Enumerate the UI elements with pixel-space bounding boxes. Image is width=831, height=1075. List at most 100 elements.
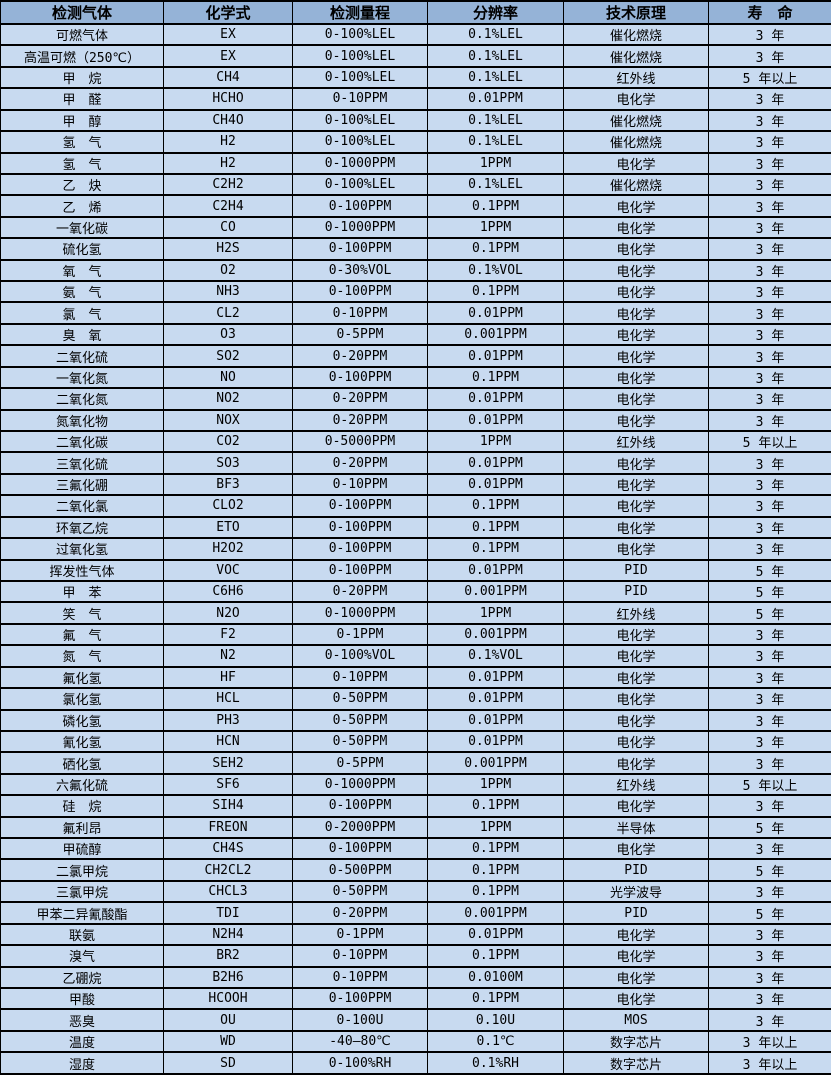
cell-lifespan: 3 年	[708, 87, 831, 111]
cell-resolution: 1PPM	[427, 772, 564, 797]
cell-range: 0-1000PPM	[292, 215, 428, 240]
cell-lifespan: 3 年	[708, 537, 831, 561]
cell-range: 0-100PPM	[292, 365, 428, 390]
cell-formula: CHCL3	[163, 879, 293, 904]
cell-lifespan: 3 年	[708, 687, 831, 711]
cell-principle: 电化学	[563, 280, 709, 304]
table-row: 联氨 N2H4 0-1PPM 0.01PPM 电化学 3 年	[0, 922, 831, 947]
table-row: 甲 苯 C6H6 0-20PPM 0.001PPM PID 5 年	[0, 579, 831, 604]
cell-lifespan: 3 年	[708, 280, 831, 304]
cell-lifespan: 3 年	[708, 665, 831, 690]
table-row: 甲 烷 CH4 0-100%LEL 0.1%LEL 红外线 5 年以上	[0, 65, 831, 90]
cell-principle: PID	[563, 901, 709, 925]
cell-resolution: 0.1PPM	[427, 794, 564, 818]
cell-gas: 氯化氢	[0, 687, 164, 711]
cell-formula: CH2CL2	[163, 858, 293, 882]
table-row: 乙 烯 C2H4 0-100PPM 0.1PPM 电化学 3 年	[0, 194, 831, 218]
cell-lifespan: 3 年	[708, 494, 831, 518]
cell-formula: H2	[163, 130, 293, 154]
cell-resolution: 0.1PPM	[427, 837, 564, 861]
cell-formula: ETO	[163, 515, 293, 540]
cell-gas: 磷化氢	[0, 708, 164, 732]
cell-principle: 电化学	[563, 687, 709, 711]
cell-resolution: 0.01PPM	[427, 708, 564, 732]
cell-gas: 甲苯二异氰酸酯	[0, 901, 164, 925]
cell-resolution: 0.01PPM	[427, 451, 564, 475]
cell-resolution: 0.1℃	[427, 1029, 564, 1054]
cell-formula: SD	[163, 1051, 293, 1075]
cell-gas: 氢 气	[0, 151, 164, 175]
cell-formula: PH3	[163, 708, 293, 732]
column-header-range: 检测量程	[292, 0, 428, 25]
cell-formula: N2H4	[163, 922, 293, 947]
cell-lifespan: 3 年	[708, 644, 831, 668]
cell-principle: 催化燃烧	[563, 130, 709, 154]
cell-resolution: 0.01PPM	[427, 729, 564, 754]
cell-principle: 催化燃烧	[563, 108, 709, 133]
cell-range: 0-10PPM	[292, 944, 428, 968]
cell-formula: FREON	[163, 815, 293, 840]
cell-range: 0-10PPM	[292, 472, 428, 497]
cell-range: 0-500PPM	[292, 858, 428, 882]
cell-lifespan: 5 年	[708, 901, 831, 925]
cell-principle: 电化学	[563, 537, 709, 561]
cell-lifespan: 3 年	[708, 472, 831, 497]
cell-formula: HCL	[163, 687, 293, 711]
cell-gas: 过氧化氢	[0, 537, 164, 561]
cell-resolution: 0.1%LEL	[427, 65, 564, 90]
cell-resolution: 0.0100M	[427, 965, 564, 990]
cell-range: 0-50PPM	[292, 729, 428, 754]
cell-formula: SEH2	[163, 751, 293, 775]
cell-principle: 电化学	[563, 944, 709, 968]
cell-gas: 甲 醇	[0, 108, 164, 133]
cell-formula: SIH4	[163, 794, 293, 818]
cell-lifespan: 3 年	[708, 986, 831, 1011]
cell-gas: 三氧化硫	[0, 451, 164, 475]
cell-formula: CL2	[163, 301, 293, 325]
cell-range: 0-20PPM	[292, 408, 428, 433]
cell-range: 0-50PPM	[292, 708, 428, 732]
cell-principle: 电化学	[563, 344, 709, 368]
cell-resolution: 0.001PPM	[427, 322, 564, 347]
cell-formula: SO2	[163, 344, 293, 368]
cell-gas: 联氨	[0, 922, 164, 947]
cell-gas: 温度	[0, 1029, 164, 1054]
table-row: 三氯甲烷 CHCL3 0-50PPM 0.1PPM 光学波导 3 年	[0, 879, 831, 904]
cell-principle: 红外线	[563, 429, 709, 454]
cell-lifespan: 3 年	[708, 194, 831, 218]
cell-principle: 电化学	[563, 194, 709, 218]
cell-formula: H2S	[163, 237, 293, 261]
cell-lifespan: 5 年	[708, 558, 831, 582]
table-row: 一氧化碳 CO 0-1000PPM 1PPM 电化学 3 年	[0, 215, 831, 240]
cell-gas: 氯 气	[0, 301, 164, 325]
cell-gas: 氢 气	[0, 130, 164, 154]
cell-formula: OU	[163, 1008, 293, 1032]
cell-range: 0-1000PPM	[292, 772, 428, 797]
cell-range: -40—80℃	[292, 1029, 428, 1054]
cell-formula: EX	[163, 22, 293, 47]
cell-lifespan: 3 年	[708, 879, 831, 904]
cell-lifespan: 5 年以上	[708, 65, 831, 90]
table-row: 六氟化硫 SF6 0-1000PPM 1PPM 红外线 5 年以上	[0, 772, 831, 797]
table-row: 氧 气 O2 0-30%VOL 0.1%VOL 电化学 3 年	[0, 258, 831, 283]
cell-principle: 数字芯片	[563, 1029, 709, 1054]
cell-principle: 电化学	[563, 515, 709, 540]
cell-formula: N2O	[163, 601, 293, 625]
cell-formula: C6H6	[163, 579, 293, 604]
cell-gas: 环氧乙烷	[0, 515, 164, 540]
cell-resolution: 0.1PPM	[427, 944, 564, 968]
cell-gas: 溴气	[0, 944, 164, 968]
table-row: 三氟化硼 BF3 0-10PPM 0.01PPM 电化学 3 年	[0, 472, 831, 497]
cell-range: 0-1PPM	[292, 922, 428, 947]
table-row: 氟化氢 HF 0-10PPM 0.01PPM 电化学 3 年	[0, 665, 831, 690]
cell-principle: 电化学	[563, 965, 709, 990]
cell-lifespan: 5 年	[708, 815, 831, 840]
cell-formula: VOC	[163, 558, 293, 582]
cell-resolution: 0.1%VOL	[427, 258, 564, 283]
cell-principle: MOS	[563, 1008, 709, 1032]
cell-lifespan: 3 年	[708, 151, 831, 175]
cell-lifespan: 3 年	[708, 237, 831, 261]
cell-gas: 甲 苯	[0, 579, 164, 604]
cell-range: 0-30%VOL	[292, 258, 428, 283]
